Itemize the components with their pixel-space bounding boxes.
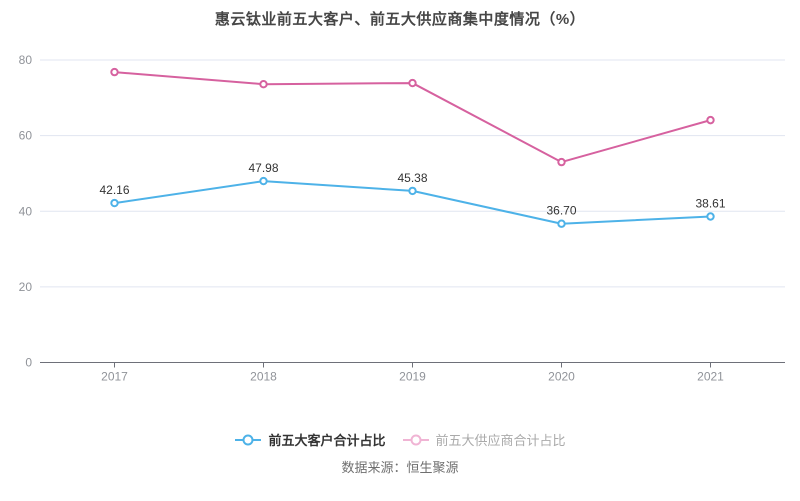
legend-marker-suppliers-icon [402,434,429,445]
data-point-0-4[interactable] [706,212,715,221]
legend: 前五大客户合计占比 前五大供应商合计占比 [0,430,800,449]
x-axis-tick-label: 2017 [101,370,128,384]
data-point-1-1[interactable] [259,80,268,89]
data-point-1-0[interactable] [110,67,119,77]
chart-title: 惠云钛业前五大客户、前五大供应商集中度情况（%） [214,11,586,28]
data-source: 数据来源：恒生聚源 [341,460,459,475]
legend-item-suppliers[interactable]: 前五大供应商合计占比 [402,430,566,449]
x-axis-tick-label: 2020 [548,370,575,384]
x-axis-tick-label: 2018 [250,370,277,384]
y-axis-tick-label: 60 [19,129,33,143]
legend-item-customers[interactable]: 前五大客户合计占比 [234,430,386,449]
data-point-label: 36.70 [546,204,576,218]
data-point-0-3[interactable] [557,219,566,228]
y-axis-tick-label: 0 [25,356,32,370]
data-point-0-2[interactable] [408,186,417,196]
legend-label-suppliers: 前五大供应商合计占比 [435,433,566,448]
data-point-0-1[interactable] [259,176,268,186]
data-point-label: 47.98 [248,161,278,175]
y-axis-tick-label: 20 [19,280,33,294]
data-point-0-0[interactable] [110,198,119,208]
data-point-label: 45.38 [397,171,427,185]
x-axis-tick-label: 2019 [399,370,426,384]
x-axis-tick-label: 2021 [697,370,724,384]
data-point-label: 38.61 [695,197,725,211]
legend-label-customers: 前五大客户合计占比 [268,433,386,448]
legend-marker-customers-icon [235,434,262,445]
data-point-1-2[interactable] [408,78,417,88]
data-point-1-3[interactable] [557,157,566,167]
data-point-label: 42.16 [99,183,129,197]
line-chart-plot: 0 20 40 60 80 2017 2018 2019 2020 2021 42.16 47.98 4… [19,53,785,384]
data-point-1-4[interactable] [706,115,715,125]
y-axis-tick-label: 80 [19,53,33,67]
y-axis-tick-label: 40 [19,204,33,218]
